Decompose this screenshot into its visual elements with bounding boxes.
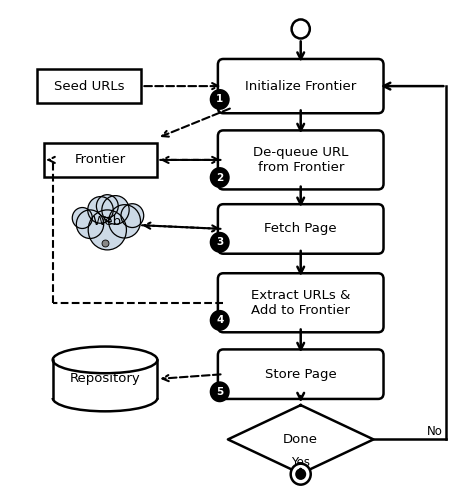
Text: No: No (427, 425, 443, 438)
Text: De-queue URL
from Frontier: De-queue URL from Frontier (253, 146, 348, 174)
Circle shape (121, 204, 144, 228)
Text: Frontier: Frontier (75, 153, 126, 167)
Circle shape (96, 194, 118, 218)
Text: 5: 5 (216, 387, 223, 397)
Ellipse shape (53, 347, 157, 373)
FancyBboxPatch shape (218, 349, 383, 399)
Bar (53, 360, 157, 398)
Circle shape (109, 205, 140, 238)
Circle shape (76, 210, 104, 239)
Text: Extract URLs &
Add to Frontier: Extract URLs & Add to Frontier (251, 289, 350, 317)
Bar (37, 69, 141, 103)
Circle shape (210, 167, 230, 188)
Text: Store Page: Store Page (265, 368, 337, 381)
Circle shape (210, 232, 230, 253)
Polygon shape (228, 405, 374, 474)
Text: 2: 2 (216, 173, 223, 183)
Circle shape (210, 89, 230, 110)
Text: 4: 4 (216, 315, 223, 325)
Text: Web: Web (93, 215, 122, 228)
FancyBboxPatch shape (218, 204, 383, 254)
Circle shape (102, 195, 129, 224)
Text: Done: Done (283, 433, 318, 446)
Bar (44, 143, 157, 177)
Circle shape (210, 381, 230, 402)
FancyBboxPatch shape (218, 273, 383, 332)
Circle shape (88, 196, 113, 223)
Circle shape (88, 210, 127, 250)
Circle shape (295, 468, 306, 480)
Circle shape (210, 310, 230, 331)
Text: Seed URLs: Seed URLs (54, 79, 124, 93)
Text: Repository: Repository (70, 372, 140, 385)
Text: Initialize Frontier: Initialize Frontier (245, 79, 356, 93)
FancyBboxPatch shape (218, 130, 383, 189)
Text: Yes: Yes (291, 456, 310, 469)
Circle shape (291, 464, 311, 485)
FancyBboxPatch shape (218, 59, 383, 113)
Circle shape (292, 19, 310, 39)
Circle shape (72, 207, 92, 229)
Text: 3: 3 (216, 237, 223, 248)
Text: Fetch Page: Fetch Page (264, 222, 337, 236)
Text: 1: 1 (216, 94, 223, 105)
